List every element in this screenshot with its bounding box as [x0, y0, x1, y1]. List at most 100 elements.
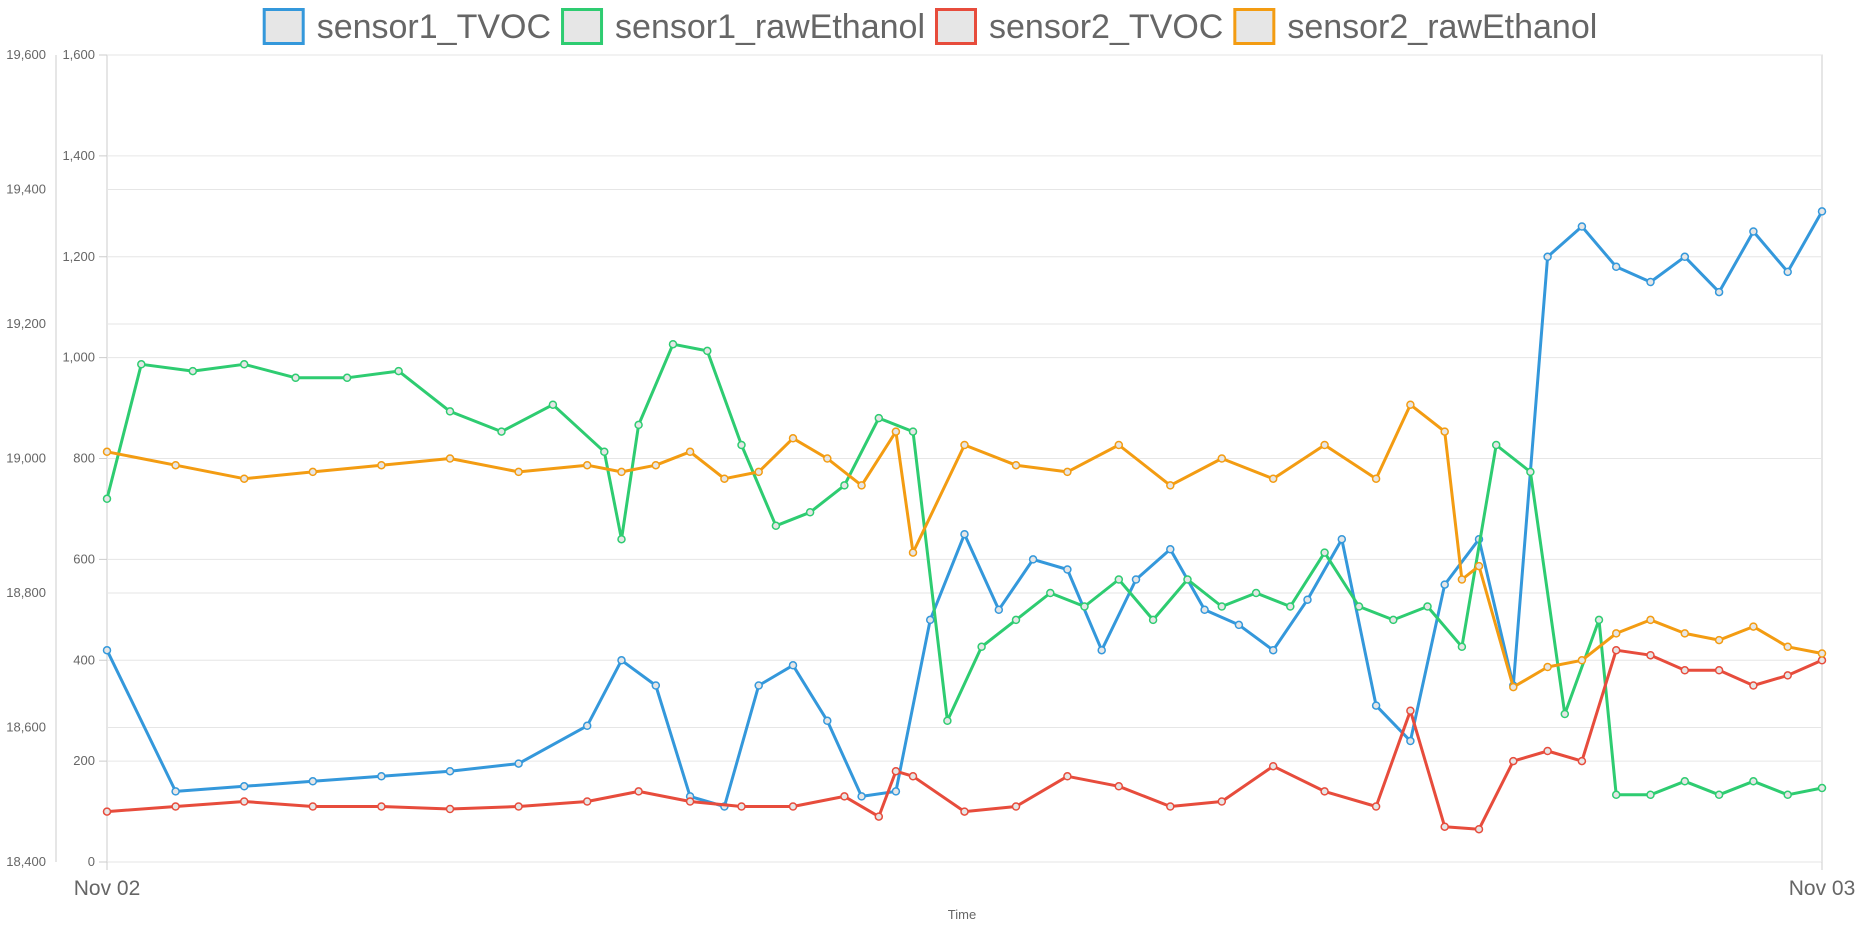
data-point[interactable]	[1543, 252, 1552, 262]
data-point[interactable]	[1714, 790, 1724, 800]
data-point[interactable]	[582, 721, 592, 731]
data-point[interactable]	[171, 787, 180, 796]
data-point[interactable]	[1406, 736, 1415, 746]
data-point[interactable]	[308, 467, 318, 477]
data-point[interactable]	[445, 766, 455, 776]
data-point[interactable]	[445, 804, 455, 814]
data-point[interactable]	[1680, 629, 1690, 638]
data-point[interactable]	[1560, 709, 1570, 719]
data-point[interactable]	[1320, 440, 1329, 450]
data-point[interactable]	[1148, 615, 1158, 625]
data-point[interactable]	[1166, 481, 1175, 490]
data-point[interactable]	[514, 802, 523, 811]
data-point[interactable]	[1371, 474, 1381, 483]
data-point[interactable]	[239, 474, 249, 483]
data-point[interactable]	[1166, 802, 1175, 811]
data-point[interactable]	[1749, 681, 1758, 690]
data-point[interactable]	[1611, 790, 1621, 800]
data-point[interactable]	[1783, 790, 1792, 800]
data-point[interactable]	[291, 373, 300, 383]
data-point[interactable]	[582, 460, 592, 470]
data-point[interactable]	[239, 360, 249, 369]
data-point[interactable]	[1474, 561, 1484, 571]
data-point[interactable]	[1217, 602, 1227, 611]
data-point[interactable]	[823, 716, 832, 726]
data-point[interactable]	[1371, 802, 1381, 811]
data-point[interactable]	[137, 360, 146, 369]
data-point[interactable]	[857, 792, 866, 801]
data-point[interactable]	[171, 460, 180, 470]
legend-item[interactable]: sensor1_TVOC	[262, 8, 551, 46]
data-point[interactable]	[102, 645, 112, 655]
data-point[interactable]	[1474, 824, 1484, 834]
data-point[interactable]	[548, 400, 558, 409]
data-point[interactable]	[1749, 622, 1758, 631]
data-point[interactable]	[102, 494, 112, 504]
data-point[interactable]	[377, 460, 386, 470]
data-point[interactable]	[1268, 761, 1278, 771]
data-point[interactable]	[1097, 645, 1106, 655]
data-point[interactable]	[1577, 656, 1587, 665]
data-point[interactable]	[1646, 790, 1655, 800]
data-point[interactable]	[1594, 615, 1604, 625]
data-point[interactable]	[1011, 460, 1021, 470]
data-point[interactable]	[805, 508, 815, 517]
data-point[interactable]	[1268, 645, 1278, 655]
data-point[interactable]	[239, 782, 249, 791]
data-point[interactable]	[685, 797, 695, 806]
data-point[interactable]	[840, 481, 849, 490]
data-point[interactable]	[1389, 615, 1398, 625]
data-point[interactable]	[908, 427, 918, 436]
data-point[interactable]	[308, 777, 318, 786]
data-point[interactable]	[1680, 252, 1690, 262]
data-point[interactable]	[1440, 580, 1449, 589]
data-point[interactable]	[1749, 777, 1758, 786]
data-point[interactable]	[617, 656, 626, 665]
data-point[interactable]	[1611, 629, 1621, 638]
data-point[interactable]	[1114, 575, 1124, 584]
data-point[interactable]	[1646, 615, 1655, 625]
data-point[interactable]	[754, 681, 763, 690]
data-point[interactable]	[943, 716, 952, 726]
data-point[interactable]	[771, 521, 781, 531]
data-point[interactable]	[823, 454, 832, 463]
data-point[interactable]	[874, 413, 884, 423]
data-point[interactable]	[634, 420, 643, 430]
data-point[interactable]	[788, 434, 798, 443]
data-point[interactable]	[1423, 602, 1432, 611]
data-point[interactable]	[1526, 467, 1535, 477]
data-point[interactable]	[445, 454, 455, 463]
data-point[interactable]	[1011, 802, 1021, 811]
data-point[interactable]	[1783, 642, 1792, 652]
data-point[interactable]	[1817, 649, 1827, 658]
data-point[interactable]	[1577, 756, 1587, 766]
data-point[interactable]	[377, 772, 386, 781]
data-point[interactable]	[1337, 534, 1347, 544]
data-point[interactable]	[891, 787, 901, 796]
data-point[interactable]	[668, 339, 678, 349]
data-point[interactable]	[1440, 822, 1449, 831]
data-point[interactable]	[102, 807, 112, 816]
data-point[interactable]	[1354, 602, 1364, 611]
data-point[interactable]	[1320, 548, 1329, 557]
data-point[interactable]	[994, 605, 1004, 615]
data-point[interactable]	[1680, 666, 1690, 675]
data-point[interactable]	[102, 447, 112, 457]
data-point[interactable]	[1286, 602, 1295, 611]
data-point[interactable]	[1011, 615, 1021, 625]
data-point[interactable]	[497, 427, 506, 436]
data-point[interactable]	[1114, 782, 1124, 791]
data-point[interactable]	[1817, 207, 1827, 216]
data-point[interactable]	[1440, 427, 1449, 436]
data-point[interactable]	[1406, 706, 1415, 715]
data-point[interactable]	[1680, 777, 1690, 786]
legend-item[interactable]: sensor2_rawEthanol	[1233, 8, 1597, 46]
data-point[interactable]	[960, 807, 969, 816]
data-point[interactable]	[582, 797, 592, 806]
data-point[interactable]	[1183, 575, 1192, 584]
data-point[interactable]	[342, 373, 352, 383]
data-point[interactable]	[1303, 595, 1312, 604]
data-point[interactable]	[239, 797, 249, 806]
data-point[interactable]	[617, 534, 626, 544]
data-point[interactable]	[754, 467, 763, 477]
